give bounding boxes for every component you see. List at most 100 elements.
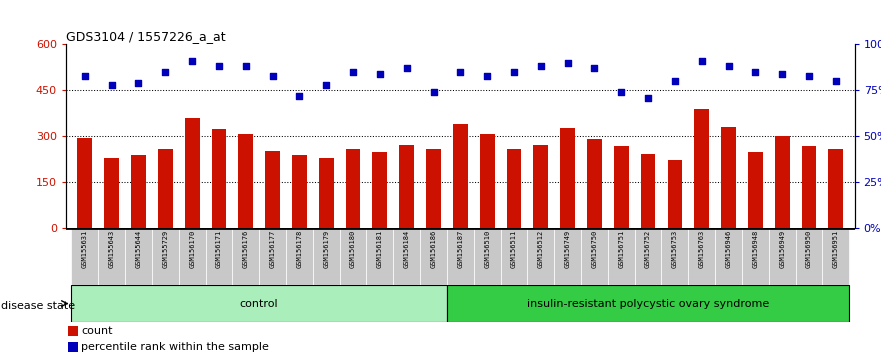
Point xyxy=(185,58,199,64)
Text: GSM156179: GSM156179 xyxy=(323,230,329,268)
Point xyxy=(131,80,145,86)
Text: GSM156752: GSM156752 xyxy=(645,230,651,268)
Bar xyxy=(722,127,736,228)
Bar xyxy=(668,160,682,228)
Bar xyxy=(345,149,360,228)
Bar xyxy=(179,228,205,285)
Text: count: count xyxy=(81,326,113,336)
Text: GSM156187: GSM156187 xyxy=(457,230,463,268)
Text: GSM156951: GSM156951 xyxy=(833,230,839,268)
Point xyxy=(159,69,173,75)
Text: GSM156750: GSM156750 xyxy=(591,230,597,268)
Point xyxy=(534,63,548,69)
Point xyxy=(453,69,467,75)
Text: GSM156946: GSM156946 xyxy=(726,230,731,268)
Bar xyxy=(205,228,233,285)
Bar xyxy=(480,134,494,228)
Bar xyxy=(259,228,286,285)
Bar xyxy=(104,158,119,228)
Bar xyxy=(640,154,655,228)
Text: GSM155643: GSM155643 xyxy=(108,230,115,268)
Bar xyxy=(211,129,226,228)
Bar xyxy=(688,228,715,285)
Bar xyxy=(78,137,93,228)
Point xyxy=(105,82,119,87)
Bar xyxy=(528,228,554,285)
Text: GSM155644: GSM155644 xyxy=(136,230,142,268)
Bar xyxy=(69,326,78,336)
Text: GSM156510: GSM156510 xyxy=(485,230,490,268)
Text: GSM155729: GSM155729 xyxy=(162,230,168,268)
Bar xyxy=(265,151,280,228)
Point xyxy=(400,65,414,71)
Text: GSM156176: GSM156176 xyxy=(243,230,248,268)
Bar xyxy=(694,109,709,228)
Bar xyxy=(560,128,575,228)
Bar xyxy=(340,228,366,285)
Text: GSM156186: GSM156186 xyxy=(431,230,436,268)
Bar xyxy=(239,134,253,228)
Bar xyxy=(500,228,528,285)
Bar xyxy=(774,136,789,228)
Bar xyxy=(474,228,500,285)
Text: GSM156749: GSM156749 xyxy=(565,230,571,268)
Point xyxy=(694,58,708,64)
Bar xyxy=(366,228,393,285)
Point xyxy=(829,78,843,84)
Bar xyxy=(319,158,334,228)
Bar xyxy=(822,228,849,285)
Point xyxy=(748,69,762,75)
Bar xyxy=(802,146,817,228)
Point xyxy=(292,93,307,99)
Text: GSM156950: GSM156950 xyxy=(806,230,812,268)
Bar xyxy=(769,228,796,285)
Text: GSM156181: GSM156181 xyxy=(377,230,383,268)
Point xyxy=(346,69,360,75)
Bar xyxy=(614,146,629,228)
Text: GSM156948: GSM156948 xyxy=(752,230,759,268)
Point xyxy=(722,63,736,69)
Point xyxy=(802,73,816,78)
Point xyxy=(507,69,521,75)
Bar xyxy=(131,155,146,228)
Text: insulin-resistant polycystic ovary syndrome: insulin-resistant polycystic ovary syndr… xyxy=(527,298,769,309)
Text: GDS3104 / 1557226_a_at: GDS3104 / 1557226_a_at xyxy=(66,30,226,43)
Point xyxy=(775,71,789,76)
Bar xyxy=(286,228,313,285)
Point xyxy=(480,73,494,78)
Bar xyxy=(828,149,843,228)
Bar xyxy=(447,228,474,285)
Text: GSM156178: GSM156178 xyxy=(296,230,302,268)
Bar xyxy=(69,342,78,353)
Text: GSM156511: GSM156511 xyxy=(511,230,517,268)
Text: GSM156171: GSM156171 xyxy=(216,230,222,268)
Bar xyxy=(399,145,414,228)
Bar xyxy=(313,228,340,285)
Point xyxy=(265,73,279,78)
Text: disease state: disease state xyxy=(1,301,75,311)
Text: percentile rank within the sample: percentile rank within the sample xyxy=(81,342,270,352)
Bar xyxy=(608,228,634,285)
Bar xyxy=(634,228,662,285)
Bar xyxy=(158,149,173,228)
Bar xyxy=(507,149,522,228)
Bar xyxy=(742,228,769,285)
Bar xyxy=(152,228,179,285)
Bar xyxy=(373,152,388,228)
Bar xyxy=(99,228,125,285)
Point xyxy=(614,89,628,95)
Text: GSM156751: GSM156751 xyxy=(618,230,625,268)
Point xyxy=(212,63,226,69)
Text: GSM155631: GSM155631 xyxy=(82,230,88,268)
Text: control: control xyxy=(240,298,278,309)
Point xyxy=(641,95,655,101)
Bar xyxy=(796,228,822,285)
Bar xyxy=(420,228,447,285)
Text: GSM156763: GSM156763 xyxy=(699,230,705,268)
Bar xyxy=(185,119,199,228)
Bar xyxy=(71,285,447,322)
Text: GSM156184: GSM156184 xyxy=(403,230,410,268)
Bar xyxy=(662,228,688,285)
Bar xyxy=(125,228,152,285)
Text: GSM156180: GSM156180 xyxy=(350,230,356,268)
